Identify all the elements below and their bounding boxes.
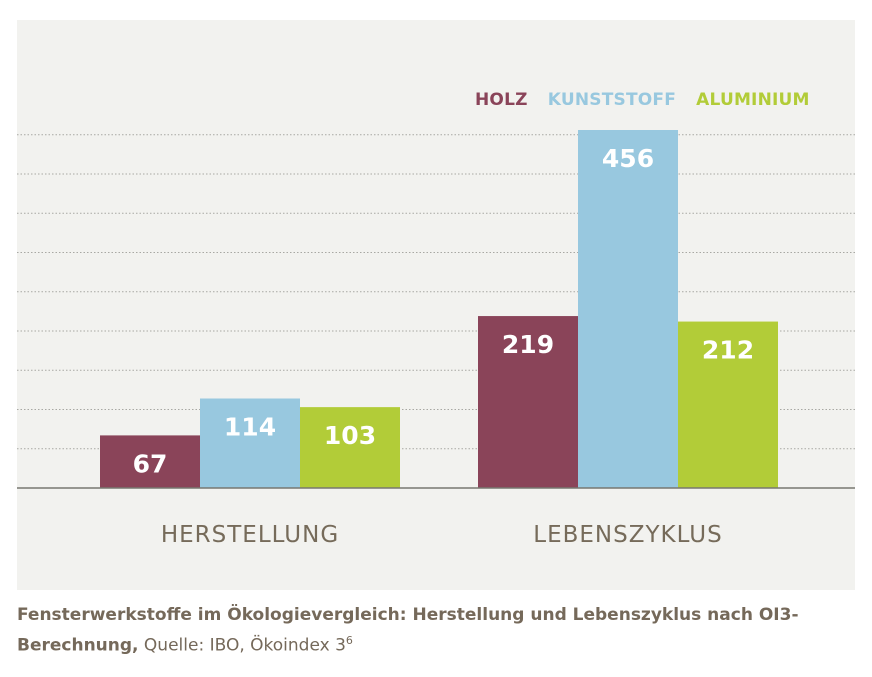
bar-kunststoff-lebenszyklus: [578, 129, 678, 489]
bar-aluminium-herstellung: [300, 407, 400, 488]
data-label: 456: [602, 144, 654, 173]
chart-panel: 67 114 103 HERSTELLUNG 219 456 212 LEBENSZYKLUS…: [17, 20, 855, 590]
figure-caption: Fensterwerkstoffe im Ökologievergleich: …: [17, 603, 857, 659]
category-label: HERSTELLUNG: [161, 522, 339, 548]
data-label: 103: [324, 421, 376, 450]
legend-kunststoff: KUNSTSTOFF: [547, 90, 677, 110]
caption-source-sup: 6: [345, 634, 353, 647]
category-label: LEBENSZYKLUS: [533, 522, 722, 548]
data-label: 67: [133, 449, 168, 478]
bar-aluminium-lebenszyklus: [678, 321, 778, 488]
legend: HOLZ KUNSTSTOFF ALUMINIUM: [475, 90, 824, 110]
data-label: 219: [502, 330, 554, 359]
data-label: 212: [702, 336, 754, 365]
data-label: 114: [224, 412, 276, 441]
bar-holz-lebenszyklus: [478, 316, 578, 488]
caption-source: Quelle: IBO, Ökoindex 3: [143, 635, 346, 656]
legend-holz: HOLZ: [475, 90, 528, 110]
legend-aluminium: ALUMINIUM: [696, 90, 810, 110]
bar-kunststoff-herstellung: [200, 398, 300, 488]
bar-holz-herstellung: [100, 435, 200, 488]
caption-bold: Fensterwerkstoffe im Ökologievergleich: …: [17, 605, 799, 656]
bar-chart: 67 114 103 HERSTELLUNG 219 456 212 LEBENSZYKLUS: [17, 129, 855, 548]
